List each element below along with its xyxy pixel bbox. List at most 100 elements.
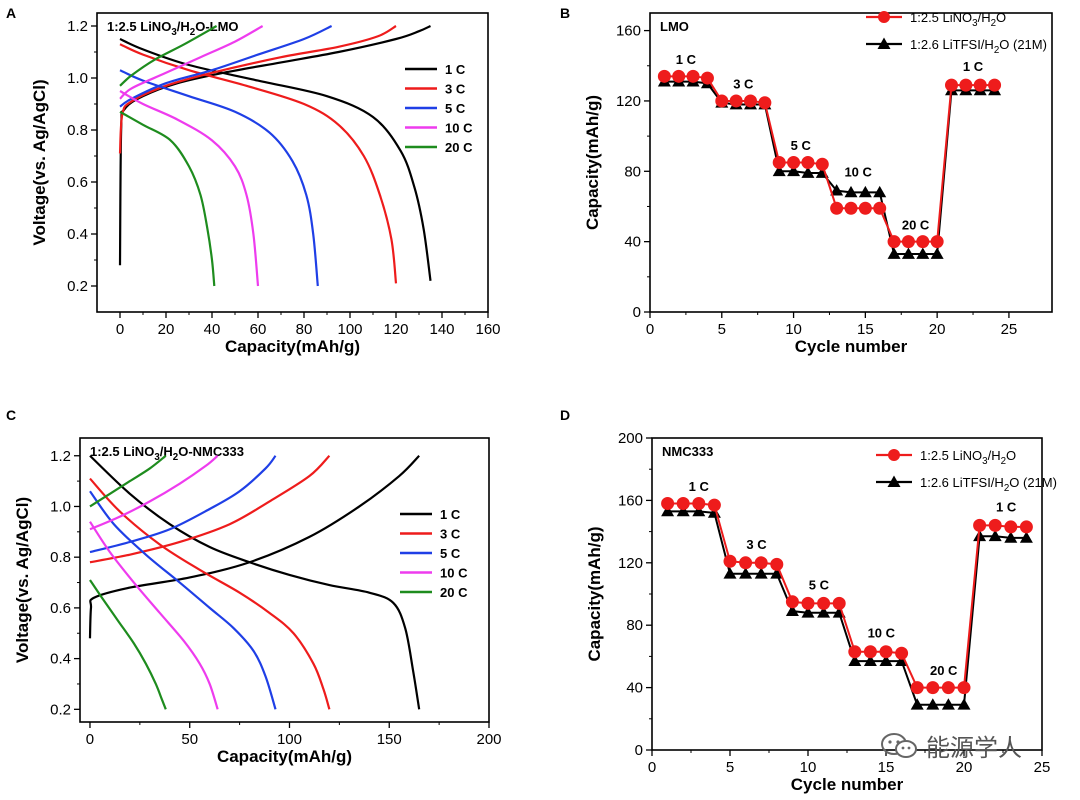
plot-frame xyxy=(79,437,490,723)
data-point xyxy=(672,69,686,83)
text-span: 2 xyxy=(1004,483,1009,494)
series-charge-line xyxy=(119,25,218,87)
data-point xyxy=(817,596,831,610)
panel-d: D 0 5 10 15 20 25 0 40 80 120 160 200 Cycle number Cap… xyxy=(560,407,1057,794)
text-span: / xyxy=(988,448,992,463)
y-tick-label: 1.0 xyxy=(67,70,88,87)
rate-annotation: 1 C xyxy=(676,52,697,67)
data-point xyxy=(676,497,690,511)
data-point xyxy=(988,518,1002,532)
data-point xyxy=(657,69,671,83)
series-discharge-line xyxy=(119,69,319,287)
data-point xyxy=(863,654,877,666)
text-span: / xyxy=(160,444,164,459)
text-span: -LMO xyxy=(205,19,238,34)
data-point xyxy=(830,201,844,215)
y-tick-label: 120 xyxy=(616,93,641,110)
series-charge-line xyxy=(89,454,167,508)
y-axis-label: Voltage(vs. Ag/AgCl) xyxy=(30,79,49,245)
y-tick-label: 200 xyxy=(618,430,643,447)
y-tick-label: 0.4 xyxy=(67,226,88,243)
rate-annotation: 5 C xyxy=(791,138,812,153)
x-tick-label: 25 xyxy=(1001,321,1018,338)
data-point xyxy=(844,201,858,215)
data-point xyxy=(957,698,971,710)
text-span: 2 xyxy=(994,45,999,56)
data-point xyxy=(715,94,729,108)
panel-letter: D xyxy=(560,407,570,423)
data-point xyxy=(926,681,940,695)
data-point xyxy=(729,94,743,108)
text-span: H xyxy=(994,475,1003,490)
x-tick-label: 140 xyxy=(429,321,454,338)
rate-annotation: 10 C xyxy=(868,626,896,641)
data-point xyxy=(863,645,877,659)
x-axis-label: Cycle number xyxy=(791,775,904,794)
x-axis-label: Cycle number xyxy=(795,337,908,356)
series-discharge-line xyxy=(119,43,398,284)
series-discharge-line xyxy=(89,454,421,710)
legend-marker xyxy=(878,11,890,23)
series-charge-line xyxy=(119,25,264,100)
data-point xyxy=(785,595,799,609)
series-discharge-line xyxy=(89,477,331,710)
panel-subtitle: 1:2.5 LiNO3/H2O-LMO xyxy=(107,19,239,38)
series-discharge-line xyxy=(89,490,277,710)
data-point xyxy=(930,247,944,259)
text-span: -NMC333 xyxy=(188,444,244,459)
x-tick-label: 10 xyxy=(800,759,817,776)
plot-frame xyxy=(649,12,1053,313)
x-tick-label: 40 xyxy=(204,321,221,338)
panel-subtitle: LMO xyxy=(660,19,689,34)
panel-c: C 0 50 100 150 200 0.2 0.4 0.6 0.8 1.0 1.2 Capacity(… xyxy=(6,407,502,766)
data-point xyxy=(844,185,858,198)
x-tick-label: 50 xyxy=(181,731,198,748)
y-tick-label: 0 xyxy=(633,304,641,321)
data-point xyxy=(770,557,784,571)
text-span: 1:2.5 xyxy=(910,10,943,25)
data-point xyxy=(785,604,799,617)
x-tick-label: 20 xyxy=(956,759,973,776)
y-tick-label: 80 xyxy=(624,163,641,180)
legend-label: 1:2.5 LiNO3/H2O xyxy=(910,10,1006,29)
data-point xyxy=(910,681,924,695)
text-span: LiNO xyxy=(123,444,154,459)
panel-subtitle: NMC333 xyxy=(662,444,713,459)
data-point xyxy=(1004,520,1018,534)
data-point xyxy=(1004,531,1018,543)
data-point xyxy=(848,645,862,659)
rate-annotation: 3 C xyxy=(733,77,754,92)
data-point xyxy=(1019,531,1033,543)
x-tick-label: 15 xyxy=(857,321,874,338)
y-tick-label: 160 xyxy=(616,23,641,40)
data-point xyxy=(858,201,872,215)
legend-label: 5 C xyxy=(445,101,466,116)
x-tick-label: 0 xyxy=(86,731,94,748)
data-point xyxy=(830,184,844,196)
text-span: H xyxy=(981,10,990,25)
data-point xyxy=(723,554,737,568)
text-span: H xyxy=(163,444,172,459)
series-line xyxy=(664,80,995,255)
text-span: NMC333 xyxy=(662,444,713,459)
text-span: H xyxy=(991,448,1000,463)
data-point xyxy=(873,201,887,215)
data-point xyxy=(959,78,973,92)
rate-annotation: 3 C xyxy=(746,537,767,552)
data-point xyxy=(973,78,987,92)
data-point xyxy=(815,157,829,171)
text-span: 1:2.6 LiTFSI/ xyxy=(910,37,985,52)
legend-label: 20 C xyxy=(440,585,468,600)
data-point xyxy=(941,698,955,710)
x-tick-label: 60 xyxy=(250,321,267,338)
legend-label: 5 C xyxy=(440,546,461,561)
data-point xyxy=(787,156,801,169)
y-tick-label: 0.6 xyxy=(50,600,71,617)
text-span: O xyxy=(178,444,188,459)
series-charge-line xyxy=(89,454,219,531)
data-point xyxy=(973,518,987,532)
legend-marker xyxy=(888,449,900,461)
y-tick-label: 1.2 xyxy=(50,448,71,465)
data-point xyxy=(739,556,753,570)
series-charge-line xyxy=(88,454,420,639)
